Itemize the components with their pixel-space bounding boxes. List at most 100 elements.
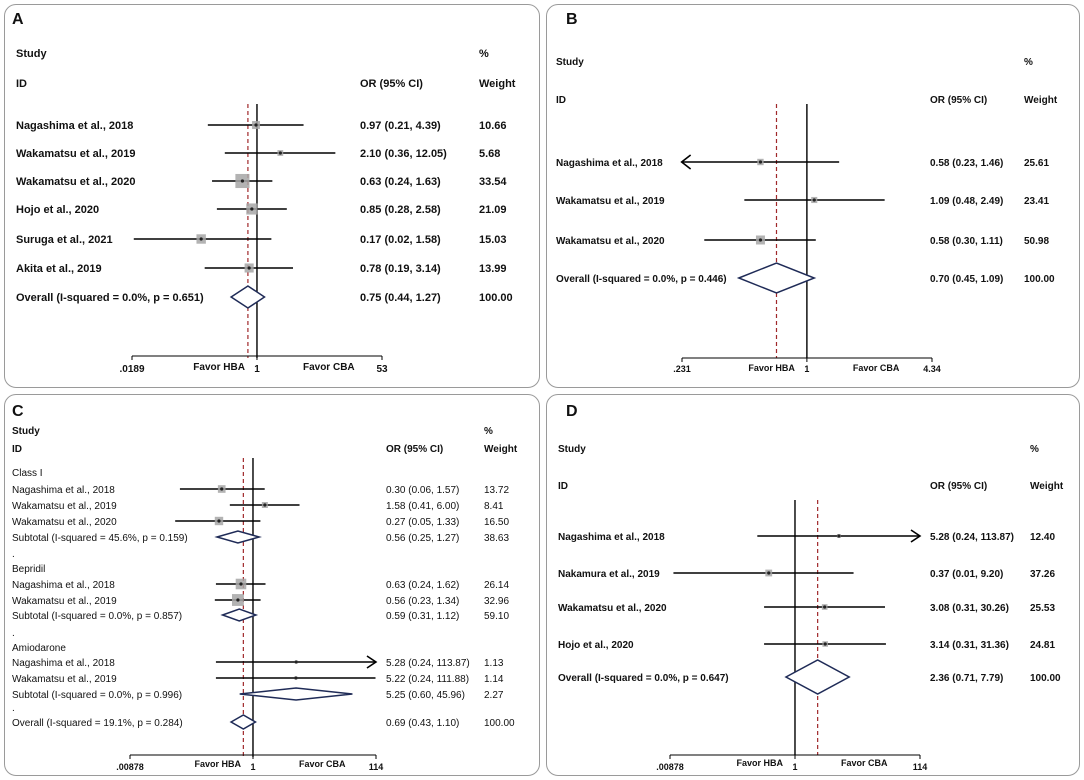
subtotal-label: Subtotal (I-squared = 0.0%, p = 0.996) [12,690,182,701]
study-label: Wakamatsu et al., 2019 [556,196,665,207]
header-weight: Weight [1030,481,1064,492]
spacer-dot: . [12,549,15,560]
x-tick-label: 1 [254,364,260,375]
point-estimate [294,676,298,680]
x-tick-label: .00878 [116,762,144,772]
study-weight: 26.14 [484,580,509,591]
subtotal-diamond [239,687,353,701]
study-label: Nagashima et al., 2018 [556,158,663,169]
point-estimate [247,266,251,270]
study-weight: 32.96 [484,596,509,607]
study-weight: 1.14 [484,674,504,685]
study-label: Nagashima et al., 2018 [12,485,115,496]
header-weight: Weight [1024,95,1058,106]
study-or-ci: 0.37 (0.01, 9.20) [930,569,1003,580]
study-label: Nagashima et al., 2018 [12,580,115,591]
study-or-ci: 0.17 (0.02, 1.58) [360,234,441,246]
study-label: Nagashima et al., 2018 [558,532,665,543]
study-label: Wakamatsu et al., 2019 [12,501,117,512]
study-or-ci: 0.78 (0.19, 3.14) [360,263,441,275]
favor-right-label: Favor CBA [303,362,355,373]
header-or-ci: OR (95% CI) [930,481,987,492]
header-study: Study [556,57,584,68]
header-percent: % [1030,444,1039,455]
x-tick-label: .00878 [656,762,684,772]
subgroup-label: Class I [12,468,43,479]
study-weight: 1.13 [484,658,504,669]
overall-or-ci: 2.36 (0.71, 7.79) [930,673,1003,684]
overall-or-ci: 0.69 (0.43, 1.10) [386,718,459,729]
point-estimate [758,160,763,164]
header-weight: Weight [484,444,518,455]
header-id: ID [16,78,27,90]
overall-weight: 100.00 [1024,274,1055,285]
favor-left-label: Favor HBA [193,362,245,373]
header-study: Study [12,426,40,437]
point-estimate [254,123,258,127]
ci-arrow-left [680,154,692,170]
header-study: Study [16,48,47,60]
overall-label: Overall (I-squared = 0.0%, p = 0.651) [16,292,204,304]
spacer-dot: . [12,628,15,639]
x-tick-label: 1 [804,364,809,374]
point-estimate [250,207,254,211]
ci-arrow-right [910,529,922,543]
study-or-ci: 0.85 (0.28, 2.58) [360,204,441,216]
study-or-ci: 0.63 (0.24, 1.62) [386,580,459,591]
header-id: ID [12,444,22,455]
panel-label: D [566,403,578,420]
panel-label: A [12,11,24,28]
favor-right-label: Favor CBA [299,759,346,769]
study-or-ci: 3.08 (0.31, 30.26) [930,603,1009,614]
study-label: Wakamatsu et al., 2020 [556,236,665,247]
x-tick-label: 114 [369,762,384,772]
subtotal-label: Subtotal (I-squared = 45.6%, p = 0.159) [12,533,188,544]
favor-left-label: Favor HBA [194,759,241,769]
x-tick-label: 1 [250,762,255,772]
panel-c [4,394,540,776]
favor-left-label: Favor HBA [748,363,795,373]
study-label: Suruga et al., 2021 [16,234,113,246]
subgroup-label: Bepridil [12,564,45,575]
study-weight: 23.41 [1024,196,1049,207]
point-estimate [217,519,221,523]
header-or-ci: OR (95% CI) [360,78,423,90]
study-or-ci: 0.58 (0.30, 1.11) [930,236,1003,247]
point-estimate [239,582,243,586]
study-or-ci: 3.14 (0.31, 31.36) [930,640,1009,651]
study-or-ci: 2.10 (0.36, 12.05) [360,148,447,160]
ci-arrow-right [366,655,378,669]
study-weight: 10.66 [479,120,507,132]
study-or-ci: 0.58 (0.23, 1.46) [930,158,1003,169]
panel-d [546,394,1080,776]
subtotal-or-ci: 5.25 (0.60, 45.96) [386,690,465,701]
study-label: Wakamatsu et al., 2019 [12,674,117,685]
point-estimate [837,534,841,538]
study-weight: 21.09 [479,204,507,216]
study-weight: 25.61 [1024,158,1049,169]
point-estimate [767,571,771,575]
study-or-ci: 0.30 (0.06, 1.57) [386,485,459,496]
study-or-ci: 0.63 (0.24, 1.63) [360,176,441,188]
study-weight: 8.41 [484,501,504,512]
x-tick-label: 1 [792,762,797,772]
overall-or-ci: 0.70 (0.45, 1.09) [930,274,1003,285]
overall-weight: 100.00 [484,718,515,729]
study-weight: 15.03 [479,234,507,246]
study-weight: 13.72 [484,485,509,496]
subtotal-weight: 2.27 [484,690,504,701]
study-label: Akita et al., 2019 [16,263,102,275]
x-tick-label: .0189 [119,364,144,375]
study-label: Wakamatsu et al., 2020 [12,517,117,528]
panel-label: C [12,403,24,420]
study-or-ci: 0.56 (0.23, 1.34) [386,596,459,607]
study-or-ci: 5.22 (0.24, 111.88) [386,674,469,685]
header-percent: % [1024,57,1033,68]
header-weight: Weight [479,78,516,90]
overall-weight: 100.00 [479,292,513,304]
favor-right-label: Favor CBA [853,363,900,373]
point-estimate [294,660,298,664]
header-id: ID [558,481,568,492]
study-label: Nagashima et al., 2018 [16,120,133,132]
panel-b [546,4,1080,388]
